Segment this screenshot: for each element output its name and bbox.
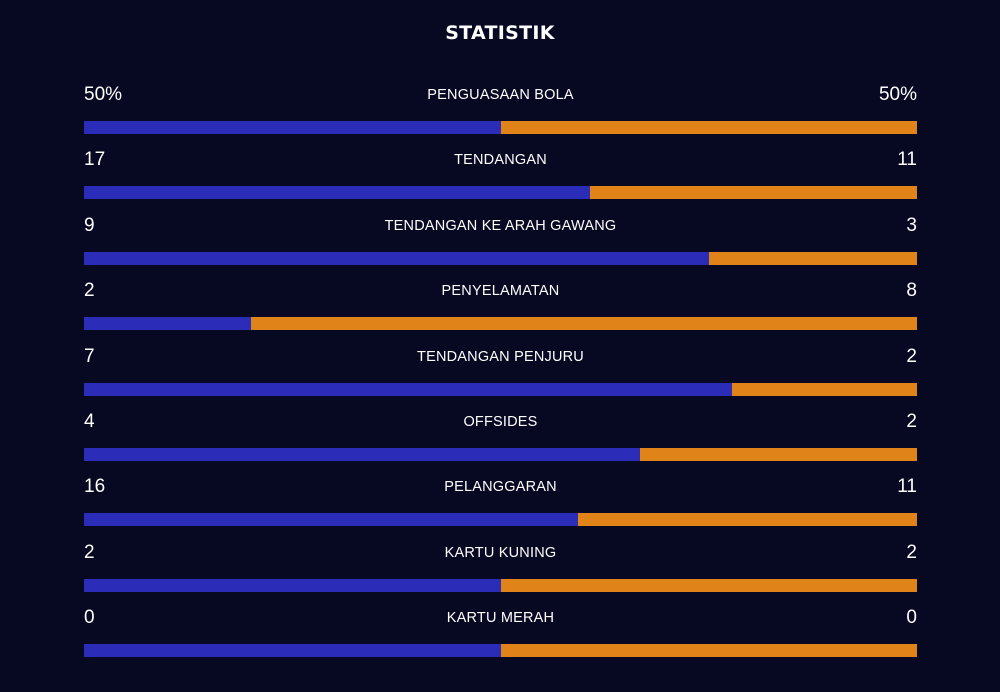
away-value: 50% xyxy=(878,84,917,105)
away-value: 2 xyxy=(906,410,917,432)
comparison-bar xyxy=(84,186,917,200)
stat-row: PENGUASAAN BOLA 50% 50% xyxy=(84,82,917,145)
stat-row-header: PELANGGARAN 16 11 xyxy=(84,474,917,500)
home-value: 0 xyxy=(84,607,95,629)
stat-label: KARTU MERAH xyxy=(446,610,555,627)
away-value: 8 xyxy=(906,280,917,302)
home-bar-segment xyxy=(84,186,590,200)
home-bar-segment xyxy=(84,513,578,527)
away-value: 11 xyxy=(897,476,917,498)
away-bar-segment xyxy=(577,513,917,527)
comparison-bar xyxy=(84,644,917,658)
stat-row-header: PENGUASAAN BOLA 50% 50% xyxy=(84,82,917,108)
stat-row-header: TENDANGAN 17 11 xyxy=(84,147,917,173)
comparison-bar xyxy=(84,513,917,527)
stat-row: PENYELAMATAN 2 8 xyxy=(84,278,917,341)
stat-row-header: PENYELAMATAN 2 8 xyxy=(84,278,917,304)
stat-row: TENDANGAN 17 11 xyxy=(84,147,917,210)
home-value: 17 xyxy=(84,149,106,171)
stat-label: TENDANGAN xyxy=(454,152,547,169)
home-bar-segment xyxy=(84,317,251,331)
stat-row-header: OFFSIDES 4 2 xyxy=(84,409,917,435)
away-value: 2 xyxy=(906,541,917,563)
comparison-bar xyxy=(84,121,917,134)
home-value: 4 xyxy=(84,410,95,432)
comparison-bar xyxy=(84,447,917,461)
home-value: 50% xyxy=(84,84,123,105)
away-bar-segment xyxy=(732,382,917,396)
home-bar-segment xyxy=(84,251,709,265)
stats-list: PENGUASAAN BOLA 50% 50% TENDANGAN 17 11 TENDAN… xyxy=(84,80,917,669)
stat-label: PENGUASAAN BOLA xyxy=(427,87,574,103)
home-bar-segment xyxy=(84,578,501,592)
away-bar-segment xyxy=(500,644,917,658)
home-bar-segment xyxy=(84,447,640,461)
stat-row: OFFSIDES 4 2 xyxy=(84,409,917,472)
away-value: 11 xyxy=(897,149,917,171)
away-value: 2 xyxy=(906,345,917,367)
away-bar-segment xyxy=(589,186,917,200)
stat-label: TENDANGAN KE ARAH GAWANG xyxy=(384,217,617,234)
stat-label: TENDANGAN PENJURU xyxy=(417,348,584,365)
away-bar-segment xyxy=(708,251,917,265)
stat-row: KARTU MERAH 0 0 xyxy=(84,605,917,668)
stat-label: PELANGGARAN xyxy=(444,479,557,496)
home-value: 2 xyxy=(84,280,95,302)
home-value: 2 xyxy=(84,541,95,563)
away-bar-segment xyxy=(639,447,917,461)
stat-row-header: KARTU MERAH 0 0 xyxy=(84,605,917,631)
home-value: 9 xyxy=(84,214,95,236)
comparison-bar xyxy=(84,251,917,265)
stat-row: PELANGGARAN 16 11 xyxy=(84,474,917,537)
stat-row-header: TENDANGAN KE ARAH GAWANG 9 3 xyxy=(84,213,917,239)
stat-row: TENDANGAN KE ARAH GAWANG 9 3 xyxy=(84,213,917,276)
home-bar-segment xyxy=(84,382,733,396)
away-value: 0 xyxy=(906,607,917,629)
stat-label: OFFSIDES xyxy=(463,413,538,430)
stat-row-header: KARTU KUNING 2 2 xyxy=(84,540,917,566)
home-bar-segment xyxy=(84,644,501,658)
away-bar-segment xyxy=(500,578,917,592)
comparison-bar xyxy=(84,317,917,331)
stat-row: KARTU KUNING 2 2 xyxy=(84,540,917,603)
panel-title: STATISTIK xyxy=(445,22,555,44)
comparison-bar xyxy=(84,578,917,592)
home-value: 7 xyxy=(84,345,95,367)
home-value: 16 xyxy=(84,476,106,498)
stat-label: PENYELAMATAN xyxy=(441,283,560,300)
away-value: 3 xyxy=(906,214,917,236)
stat-row-header: TENDANGAN PENJURU 7 2 xyxy=(84,344,917,370)
away-bar-segment xyxy=(500,121,917,134)
home-bar-segment xyxy=(84,121,501,134)
comparison-bar xyxy=(84,382,917,396)
away-bar-segment xyxy=(250,317,917,331)
stat-row: TENDANGAN PENJURU 7 2 xyxy=(84,344,917,407)
stat-label: KARTU KUNING xyxy=(444,544,557,561)
